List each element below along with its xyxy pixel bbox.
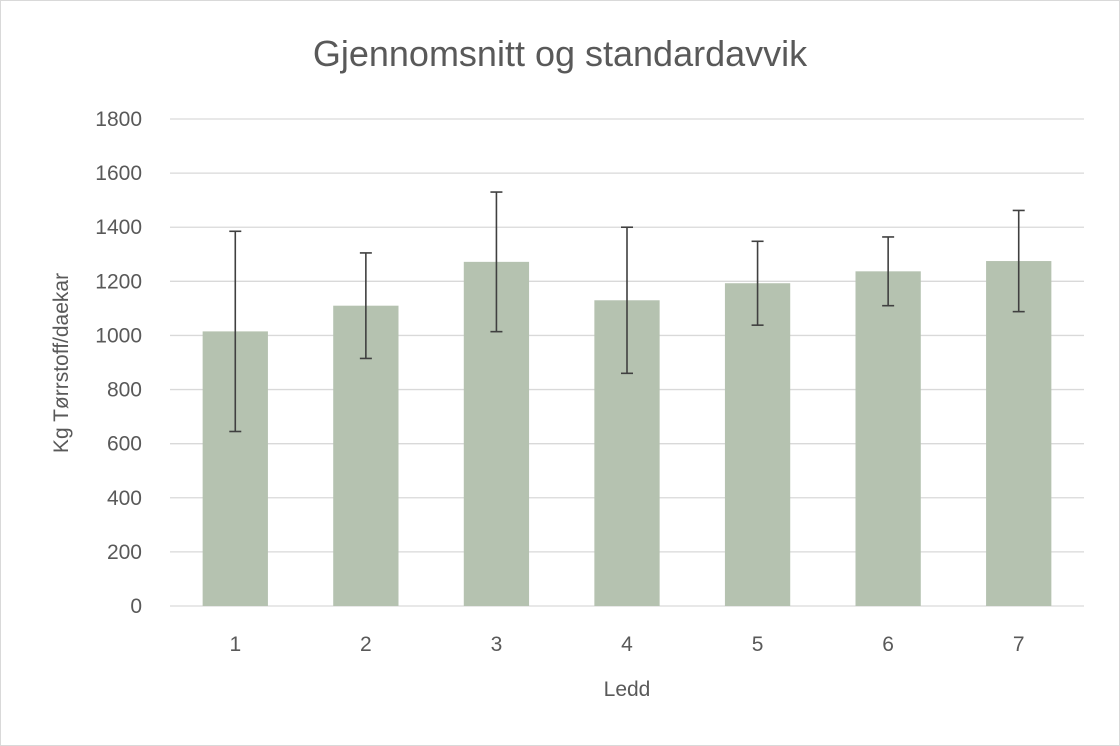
x-tick-label: 3 <box>491 633 503 656</box>
y-tick-label: 800 <box>107 379 142 402</box>
y-axis-ticks: 0 200 400 600 800 1000 1200 1400 1600 1800 <box>95 108 142 618</box>
gridlines <box>170 118 1084 607</box>
y-tick-label: 0 <box>130 595 142 618</box>
error-bar <box>490 191 503 333</box>
error-bars <box>229 191 1025 433</box>
x-axis-ticks: 1 2 3 4 5 6 7 <box>229 633 1024 656</box>
y-tick-label: 200 <box>107 541 142 564</box>
error-bar <box>229 230 242 433</box>
x-tick-label: 7 <box>1013 633 1025 656</box>
chart-title: Gjennomsnitt og standardavvik <box>313 33 808 74</box>
y-tick-label: 1400 <box>95 216 142 239</box>
x-tick-label: 4 <box>621 633 633 656</box>
y-axis-label: Kg Tørrstoff/daekar <box>50 273 73 453</box>
bar <box>855 271 921 606</box>
y-tick-label: 400 <box>107 487 142 510</box>
error-bar <box>1012 209 1025 313</box>
error-bar <box>882 236 895 307</box>
x-tick-label: 5 <box>752 633 764 656</box>
x-tick-label: 2 <box>360 633 372 656</box>
error-bar <box>751 240 764 326</box>
bar <box>724 283 791 606</box>
error-bar <box>359 252 372 360</box>
bar <box>986 261 1052 606</box>
x-tick-label: 6 <box>882 633 894 656</box>
error-bar <box>621 226 633 375</box>
x-axis-label: Ledd <box>604 678 651 701</box>
y-tick-label: 1200 <box>95 270 142 293</box>
y-tick-label: 1000 <box>95 324 142 347</box>
x-tick-label: 1 <box>229 633 241 656</box>
y-tick-label: 1800 <box>95 108 142 131</box>
y-tick-label: 1600 <box>95 162 142 185</box>
y-tick-label: 600 <box>107 433 142 456</box>
